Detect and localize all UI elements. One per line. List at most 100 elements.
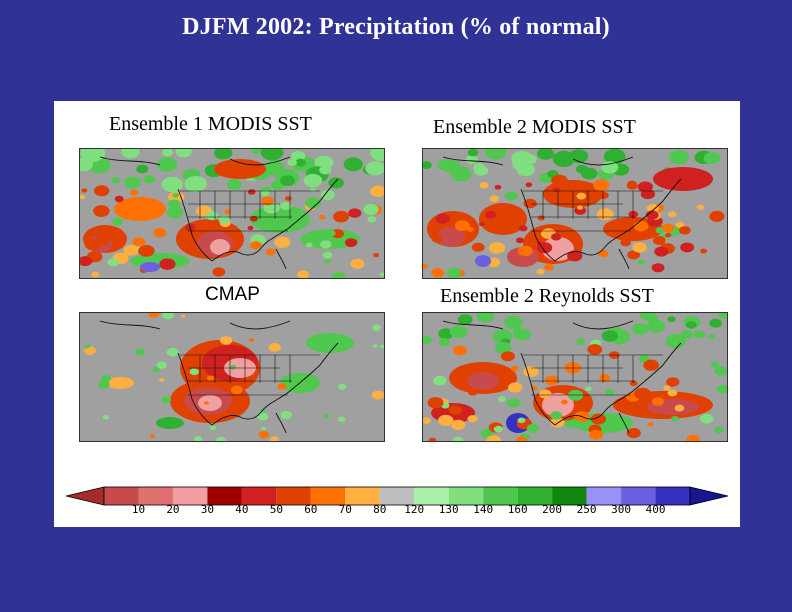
precip-cell [537, 215, 545, 221]
precip-cell [449, 325, 468, 339]
precip-cell [654, 246, 669, 257]
colorbar-segment [517, 487, 553, 505]
precip-cell [203, 401, 209, 405]
precip-cell [643, 359, 659, 371]
precip-region [106, 377, 134, 389]
colorbar-tick-label: 70 [338, 503, 352, 516]
precip-cell [320, 240, 332, 249]
precip-cell [260, 149, 284, 161]
precip-region [542, 393, 574, 417]
precip-cell [466, 226, 474, 232]
precip-cell [134, 348, 145, 356]
precip-cell [277, 383, 287, 390]
precip-cell [270, 436, 279, 441]
precip-cell [593, 179, 610, 192]
precip-cell [323, 258, 331, 264]
colorbar-tick-label: 250 [576, 503, 597, 516]
precip-cell [536, 268, 545, 275]
precip-cell [314, 155, 334, 170]
precip-cell [645, 210, 659, 220]
precip-cell [508, 382, 523, 393]
precip-cell [700, 413, 714, 424]
precip-cell [318, 215, 326, 220]
map-ensemble2-reynolds [422, 312, 728, 442]
precip-cell [662, 223, 675, 233]
precip-cell [538, 389, 552, 399]
precip-cell [544, 263, 554, 271]
precip-cell [372, 344, 378, 348]
precip-cell [485, 210, 497, 219]
precip-cell [257, 412, 269, 421]
precip-cell [194, 436, 203, 441]
precip-cell [247, 189, 256, 195]
precip-region [130, 253, 190, 269]
precip-region [300, 229, 360, 249]
precip-cell [129, 189, 139, 196]
precip-region [140, 262, 160, 272]
precip-cell [525, 182, 533, 188]
precip-cell [632, 242, 647, 253]
precip-cell [175, 149, 192, 158]
precip-cell [585, 386, 592, 392]
precip-region [653, 167, 713, 191]
panel-label-ensemble1-modis: Ensemble 1 MODIS SST [109, 113, 312, 135]
precip-cell [337, 416, 346, 423]
precip-cell [626, 427, 641, 439]
precip-cell [80, 194, 86, 200]
precip-cell [598, 249, 609, 258]
precip-cell [247, 225, 254, 231]
precip-cell [696, 204, 705, 210]
precip-cell [380, 344, 384, 349]
precip-cell [295, 158, 307, 167]
precip-cell [123, 244, 139, 256]
precip-cell [91, 271, 100, 278]
precip-cell [680, 242, 695, 253]
precip-cell [489, 195, 500, 203]
precip-cell [156, 361, 167, 369]
precip-cell [306, 242, 313, 248]
precip-cell [265, 248, 276, 256]
precip-cell [467, 415, 478, 423]
precip-cell [494, 184, 502, 190]
precip-cell [700, 248, 708, 254]
precip-cell [667, 316, 676, 323]
precip-cell [599, 374, 611, 383]
map-field [423, 313, 727, 441]
precip-cell [218, 215, 231, 224]
precip-cell [506, 397, 521, 408]
precip-cell [220, 336, 233, 345]
precip-cell [167, 199, 181, 209]
panel-label-ensemble2-modis: Ensemble 2 MODIS SST [433, 116, 636, 138]
precip-cell [567, 418, 580, 428]
precip-cell [433, 375, 447, 386]
precip-cell [114, 195, 124, 203]
colorbar-tick-labels: 10 20 30 40 50 60 70 80 120 130 140 160 200 250 300 400 [0, 503, 792, 517]
precip-cell [95, 235, 110, 246]
precip-cell [298, 217, 309, 225]
precip-cell [485, 149, 507, 160]
colorbar-tick-label: 20 [166, 503, 180, 516]
precip-cell [632, 323, 649, 335]
precip-cell [319, 165, 332, 175]
precip-cell [703, 152, 721, 165]
precip-cell [680, 330, 693, 339]
precip-cell [693, 330, 706, 339]
precip-cell [107, 258, 120, 267]
colorbar-segment [586, 487, 622, 505]
political-borders [180, 354, 320, 396]
precip-cell [148, 313, 160, 318]
precip-cell [226, 178, 242, 190]
precip-cell [305, 197, 322, 209]
precip-cell [280, 202, 292, 211]
precip-cell [206, 375, 215, 381]
precip-cell [467, 388, 478, 396]
precip-cell [576, 192, 586, 200]
precip-cell [248, 338, 255, 342]
precip-cell [427, 397, 444, 409]
precip-cell [333, 210, 350, 223]
precip-cell [435, 213, 450, 224]
precip-cell [453, 345, 468, 356]
precip-cell [601, 161, 619, 174]
precip-cell [500, 351, 515, 362]
precip-cell [452, 436, 463, 441]
